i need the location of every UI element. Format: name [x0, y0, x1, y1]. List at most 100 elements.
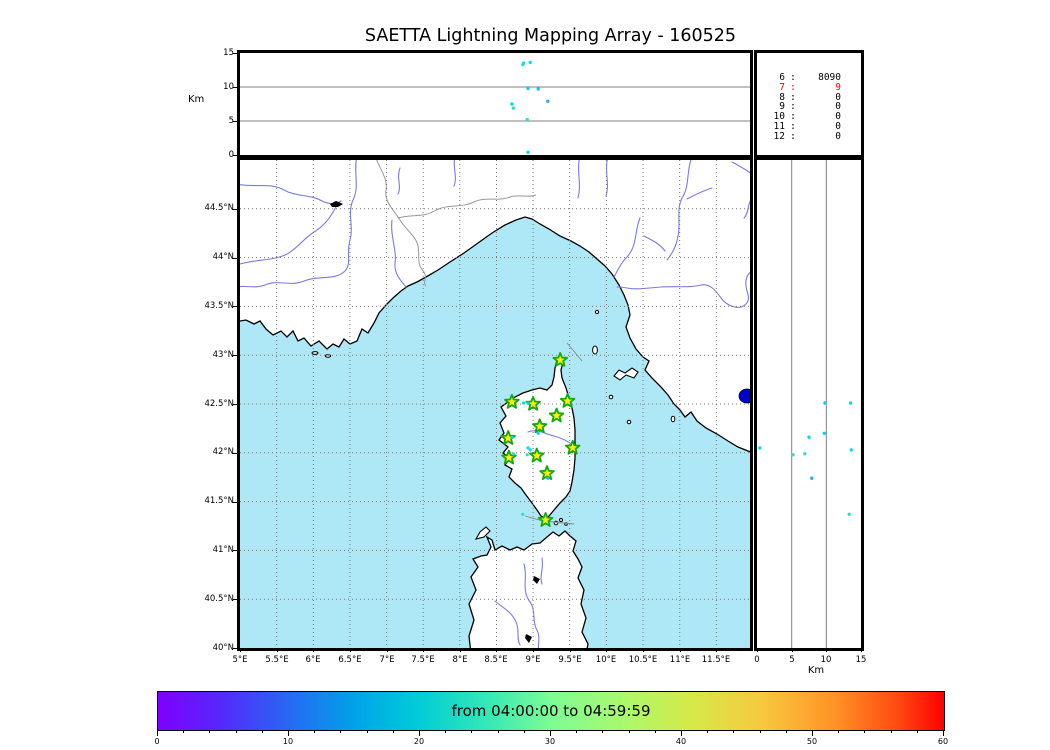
station-count-row: 9: 0: [763, 102, 855, 112]
mainland-coast: [240, 160, 750, 453]
lightning-source: [510, 435, 514, 439]
longitude-tick-label: 8°E: [452, 655, 468, 665]
latitude-tick-label: 40.5°N: [204, 594, 234, 604]
longitude-tick-label: 11.5°E: [701, 655, 731, 665]
station-count-key: 9: [779, 101, 785, 113]
colorbar-tick-label: 0: [154, 737, 160, 746]
lightning-source: [528, 60, 532, 65]
station-count-row: 8: 0: [763, 91, 855, 103]
pianosa-island: [608, 394, 614, 400]
colorbar-tick-mark: [812, 730, 813, 736]
longitude-tick-mark: [460, 648, 461, 652]
longitude-tick-mark: [387, 648, 388, 652]
longitude-tick-mark: [680, 648, 681, 652]
lightning-source: [511, 106, 515, 110]
sardinia-island: [468, 530, 589, 648]
separator-colon: :: [790, 101, 796, 113]
lightning-source: [791, 453, 795, 457]
latitude-tick-label: 40°N: [212, 643, 234, 653]
colorbar-tick-mark: [445, 730, 446, 733]
lightning-source: [510, 102, 514, 106]
km-bottom-tick-mark: [757, 648, 758, 652]
separator-colon: :: [790, 111, 796, 123]
longitude-tick-label: 9.5°E: [558, 655, 582, 665]
lightning-source: [528, 448, 532, 452]
longitude-tick-label: 6.5°E: [338, 655, 362, 665]
sardinia-lake-2: [525, 634, 532, 643]
km-bottom-tick-label: 5: [789, 655, 795, 665]
latitude-tick-label: 41.5°N: [204, 496, 234, 506]
colorbar-tick-mark: [498, 730, 499, 733]
latitude-tick-label: 42°N: [212, 447, 234, 457]
lightning-source: [546, 476, 550, 480]
station-count-value: 0: [835, 101, 841, 113]
colorbar-tick-mark: [838, 730, 839, 733]
station-count-row: 12: 0: [763, 131, 855, 142]
colorbar-tick-mark: [891, 730, 892, 733]
colorbar-tick-mark: [602, 730, 603, 733]
colorbar-tick-mark: [209, 730, 210, 733]
altitude-tick-label: 0: [228, 150, 234, 160]
lma-station-marker: [564, 439, 581, 455]
station-count-key: 10: [773, 111, 785, 123]
longitude-tick-label: 5°E: [232, 655, 248, 665]
station-count-key: 8: [779, 91, 785, 103]
lightning-source: [536, 431, 540, 435]
longitude-tick-mark: [350, 648, 351, 652]
longitude-tick-label: 7.5°E: [411, 655, 435, 665]
lightning-source: [823, 401, 827, 405]
longitude-tick-mark: [240, 648, 241, 652]
longitude-tick-label: 11°E: [669, 655, 691, 665]
station-count-row: 6: 8090: [763, 73, 855, 83]
longitude-tick-mark: [716, 648, 717, 652]
lightning-source: [810, 476, 814, 480]
separator-colon: :: [790, 72, 796, 83]
altitude-axis-label-bottom: Km: [807, 665, 825, 676]
lake-bolsena: [738, 388, 750, 404]
lightning-source: [758, 446, 762, 450]
km-bottom-tick-label: 0: [754, 655, 760, 665]
longitude-tick-mark: [423, 648, 424, 652]
station-count-value: 0: [835, 111, 841, 123]
colorbar-tick-label: 40: [675, 737, 687, 746]
altitude-tick-mark: [233, 155, 237, 156]
altitude-axis-label: Km: [188, 94, 205, 105]
latitude-tick-mark: [233, 209, 237, 210]
lma-station-marker: [528, 447, 545, 463]
station-count-key: 7: [779, 81, 785, 93]
colorbar-time-range-label: from 04:00:00 to 04:59:59: [451, 702, 651, 720]
lightning-source: [536, 87, 540, 91]
asinara-island: [474, 526, 491, 540]
station-count-key: 6: [779, 72, 785, 83]
altitude-longitude-plot: [240, 60, 750, 154]
station-markers-layer: [500, 351, 581, 527]
lightning-source: [546, 99, 550, 103]
sardinia-lake-1: [533, 576, 540, 584]
lma-station-marker: [539, 465, 555, 481]
lightning-source: [848, 401, 853, 405]
rivers: [240, 160, 750, 648]
colorbar-tick-mark: [340, 730, 341, 733]
lma-station-marker: [504, 393, 520, 409]
lma-station-marker: [548, 407, 565, 423]
latitude-tick-mark: [233, 258, 237, 259]
km-bottom-tick-label: 15: [855, 655, 867, 665]
latitude-tick-mark: [233, 502, 237, 503]
time-colorbar: from 04:00:00 to 04:59:59: [157, 691, 945, 731]
station-count-row: 11: 0: [763, 122, 855, 132]
lightning-source: [521, 62, 525, 67]
longitude-tick-label: 5.5°E: [265, 655, 289, 665]
separator-colon: :: [790, 81, 796, 93]
altitude-tick-mark: [233, 87, 237, 88]
latitude-tick-label: 44°N: [212, 252, 234, 262]
colorbar-tick-mark: [760, 730, 761, 733]
elba-island: [613, 367, 639, 381]
lma-station-marker: [531, 418, 548, 434]
admin-borders: [376, 160, 537, 287]
lightning-source: [526, 150, 530, 154]
lightning-source: [847, 512, 851, 516]
station-count-value: 8090: [818, 72, 841, 83]
km-bottom-tick-mark: [861, 648, 862, 652]
latitude-tick-mark: [233, 599, 237, 600]
